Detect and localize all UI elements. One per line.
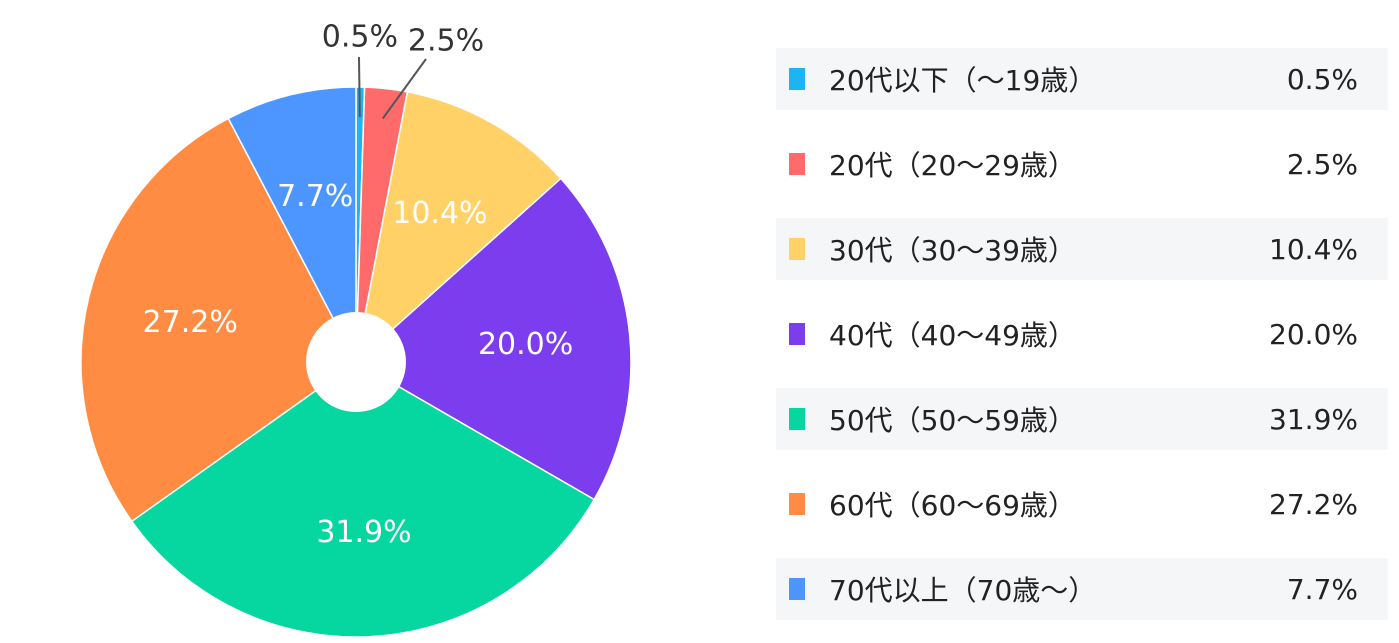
legend-value: 10.4% [1269,232,1358,266]
data-label: 20.0% [478,327,573,362]
legend-swatch [789,493,805,515]
pie-slice [354,177,632,501]
legend-swatch [789,238,805,260]
legend-item-under-20: 20代以下（～19歳） 0.5% [776,48,1388,110]
pie-slice [80,117,357,523]
legend-item-40s: 40代（40～49歳） 20.0% [776,303,1388,365]
pie-chart: 0.5% 2.5% 10.4% 20.0% 31.9% 27.2% 7.7% [80,20,632,637]
legend-value: 27.2% [1269,487,1358,521]
legend-label: 40代（40～49歳） [829,319,1076,352]
data-label: 0.5% [322,20,398,55]
legend: 20代以下（～19歳） 0.5% 20代（20～29歳） 2.5% 30代（30… [776,48,1388,643]
legend-label: 60代（60～69歳） [829,489,1076,522]
legend-value: 31.9% [1269,402,1358,436]
pie-data-labels: 0.5% 2.5% 10.4% 20.0% 31.9% 27.2% 7.7% [143,20,574,550]
data-label: 31.9% [316,515,411,550]
legend-label: 70代以上（70歳～） [829,574,1097,607]
pie-slice [227,86,357,363]
legend-label: 30代（30～39歳） [829,234,1076,267]
legend-value: 20.0% [1269,317,1358,351]
legend-item-30s: 30代（30～39歳） 10.4% [776,218,1388,280]
legend-item-70-plus: 70代以上（70歳～） 7.7% [776,558,1388,620]
legend-swatch [789,323,805,345]
data-label: 7.7% [277,179,353,214]
legend-item-60s: 60代（60～69歳） 27.2% [776,473,1388,535]
legend-label: 20代（20～29歳） [829,149,1076,182]
legend-value: 2.5% [1286,147,1358,181]
leader-line [358,56,361,118]
legend-value: 7.7% [1286,572,1358,606]
data-label: 10.4% [392,196,487,231]
data-label: 27.2% [143,305,238,340]
legend-swatch [789,153,805,175]
leader-line [381,58,427,120]
legend-label: 50代（50～59歳） [829,404,1076,437]
legend-label: 20代以下（～19歳） [829,64,1097,97]
legend-value: 0.5% [1286,62,1358,96]
legend-item-50s: 50代（50～59歳） 31.9% [776,388,1388,450]
pie-slice [354,90,562,365]
data-label: 2.5% [408,24,484,59]
legend-swatch [789,578,805,600]
legend-swatch [789,408,805,430]
donut-hole [306,312,406,412]
pie-slices [80,86,632,637]
legend-swatch [789,68,805,90]
legend-item-20s: 20代（20～29歳） 2.5% [776,133,1388,195]
